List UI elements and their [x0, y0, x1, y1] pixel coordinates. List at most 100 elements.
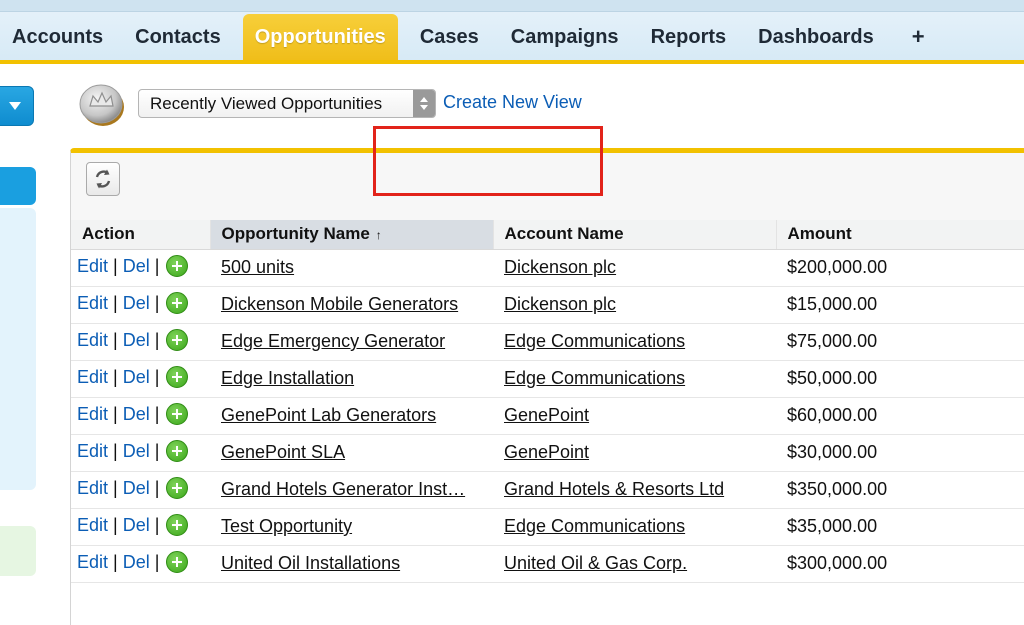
delete-link[interactable]: Del	[122, 293, 150, 314]
edit-link[interactable]: Edit	[77, 367, 109, 388]
account-name-cell: Edge Communications	[493, 360, 776, 398]
tab-cases[interactable]: Cases	[419, 25, 479, 48]
header-action: Action	[71, 220, 211, 250]
plus-circle-icon[interactable]	[166, 402, 189, 425]
tab-list: Accounts Contacts Opportunities Cases Ca…	[0, 14, 947, 60]
delete-link[interactable]: Del	[122, 404, 150, 425]
action-separator: |	[113, 441, 118, 462]
delete-link[interactable]: Del	[122, 330, 150, 351]
header-account-name[interactable]: Account Name	[493, 220, 777, 250]
amount-cell: $200,000.00	[776, 249, 1024, 287]
delete-link[interactable]: Del	[122, 552, 150, 573]
account-link[interactable]: Dickenson plc	[504, 257, 617, 277]
chevron-down-icon	[9, 102, 21, 110]
header-opportunity-name[interactable]: Opportunity Name ↑	[210, 220, 494, 250]
account-link[interactable]: Grand Hotels & Resorts Ltd	[504, 479, 725, 499]
plus-circle-icon[interactable]	[166, 291, 189, 314]
table-row: Edit | Del | Edge Emergency Generator Edge Co…	[71, 323, 1024, 361]
edit-link[interactable]: Edit	[77, 293, 109, 314]
tab-accounts[interactable]: Accounts	[12, 25, 104, 48]
opportunity-link[interactable]: United Oil Installations	[221, 553, 401, 573]
tab-dashboards[interactable]: Dashboards	[758, 25, 874, 48]
sidebar-menu-button[interactable]	[0, 86, 34, 126]
edit-link[interactable]: Edit	[77, 552, 109, 573]
edit-link[interactable]: Edit	[77, 441, 109, 462]
action-separator: |	[113, 256, 118, 277]
account-link[interactable]: Dickenson plc	[504, 294, 617, 314]
table-row: Edit | Del | Edge Installation Edge Communica…	[71, 360, 1024, 398]
opportunity-link[interactable]: Dickenson Mobile Generators	[221, 294, 459, 314]
tab-opportunities[interactable]: Opportunities	[242, 14, 398, 60]
table-row: Edit | Del | Dickenson Mobile Generators Dick…	[71, 286, 1024, 324]
opportunity-name-cell: 500 units	[210, 249, 493, 287]
view-select[interactable]: Recently Viewed Opportunities	[138, 89, 436, 118]
opportunity-link[interactable]: Grand Hotels Generator Inst…	[221, 479, 466, 499]
row-actions: Edit | Del |	[71, 545, 210, 583]
plus-circle-icon[interactable]	[166, 513, 189, 536]
header-strip	[0, 0, 1024, 12]
amount-cell: $300,000.00	[776, 545, 1024, 583]
table-header-row: Action Opportunity Name ↑ Account Name Am…	[71, 220, 1024, 250]
action-separator: |	[154, 330, 160, 351]
edit-link[interactable]: Edit	[77, 515, 109, 536]
refresh-button[interactable]	[86, 162, 120, 196]
opportunity-link[interactable]: Edge Emergency Generator	[221, 331, 446, 351]
row-actions: Edit | Del |	[71, 508, 210, 546]
delete-link[interactable]: Del	[122, 478, 150, 499]
account-link[interactable]: Edge Communications	[504, 368, 686, 388]
opportunity-link[interactable]: Test Opportunity	[221, 516, 353, 536]
account-link[interactable]: GenePoint	[504, 442, 590, 462]
account-link[interactable]: United Oil & Gas Corp.	[504, 553, 688, 573]
create-new-view-link[interactable]: Create New View	[443, 92, 582, 112]
opportunity-name-cell: GenePoint SLA	[210, 434, 493, 472]
account-link[interactable]: GenePoint	[504, 405, 590, 425]
opportunity-name-cell: Grand Hotels Generator Inst…	[210, 471, 493, 509]
opportunities-table: Action Opportunity Name ↑ Account Name Am…	[71, 220, 1024, 583]
delete-link[interactable]: Del	[122, 256, 150, 277]
delete-link[interactable]: Del	[122, 367, 150, 388]
edit-link[interactable]: Edit	[77, 478, 109, 499]
delete-link[interactable]: Del	[122, 441, 150, 462]
action-separator: |	[154, 478, 160, 499]
action-separator: |	[113, 330, 118, 351]
row-actions: Edit | Del |	[71, 397, 210, 435]
action-separator: |	[154, 404, 160, 425]
plus-circle-icon[interactable]	[166, 328, 189, 351]
action-separator: |	[113, 515, 118, 536]
opportunity-link[interactable]: GenePoint Lab Generators	[221, 405, 437, 425]
row-actions: Edit | Del |	[71, 286, 210, 324]
account-link[interactable]: Edge Communications	[504, 516, 686, 536]
account-name-cell: United Oil & Gas Corp.	[493, 545, 776, 583]
row-actions: Edit | Del |	[71, 434, 210, 472]
opportunity-link[interactable]: GenePoint SLA	[221, 442, 346, 462]
opportunity-link[interactable]: Edge Installation	[221, 368, 355, 388]
edit-link[interactable]: Edit	[77, 330, 109, 351]
tab-contacts[interactable]: Contacts	[135, 25, 221, 48]
amount-cell: $30,000.00	[776, 434, 1024, 472]
plus-circle-icon[interactable]	[166, 476, 189, 499]
edit-link[interactable]: Edit	[77, 256, 109, 277]
plus-circle-icon[interactable]	[166, 439, 189, 462]
plus-circle-icon[interactable]	[166, 254, 189, 277]
action-separator: |	[154, 441, 160, 462]
account-link[interactable]: Edge Communications	[504, 331, 686, 351]
action-separator: |	[113, 404, 118, 425]
plus-circle-icon[interactable]	[166, 550, 189, 573]
header-amount[interactable]: Amount	[776, 220, 1024, 250]
refresh-icon	[95, 169, 111, 189]
tab-campaigns[interactable]: Campaigns	[510, 25, 619, 48]
delete-link[interactable]: Del	[122, 515, 150, 536]
account-name-cell: Edge Communications	[493, 508, 776, 546]
plus-circle-icon[interactable]	[166, 365, 189, 388]
tab-reports[interactable]: Reports	[650, 25, 727, 48]
all-tabs-plus-icon[interactable]: +	[911, 24, 925, 49]
account-name-cell: GenePoint	[493, 397, 776, 435]
opportunity-name-cell: Dickenson Mobile Generators	[210, 286, 493, 324]
opportunity-link[interactable]: 500 units	[221, 257, 295, 277]
table-row: Edit | Del | United Oil Installations United …	[71, 545, 1024, 583]
coin-icon	[78, 80, 126, 128]
amount-cell: $50,000.00	[776, 360, 1024, 398]
amount-cell: $15,000.00	[776, 286, 1024, 324]
edit-link[interactable]: Edit	[77, 404, 109, 425]
table-row: Edit | Del | 500 units Dickenson plc $200,000.…	[71, 249, 1024, 287]
